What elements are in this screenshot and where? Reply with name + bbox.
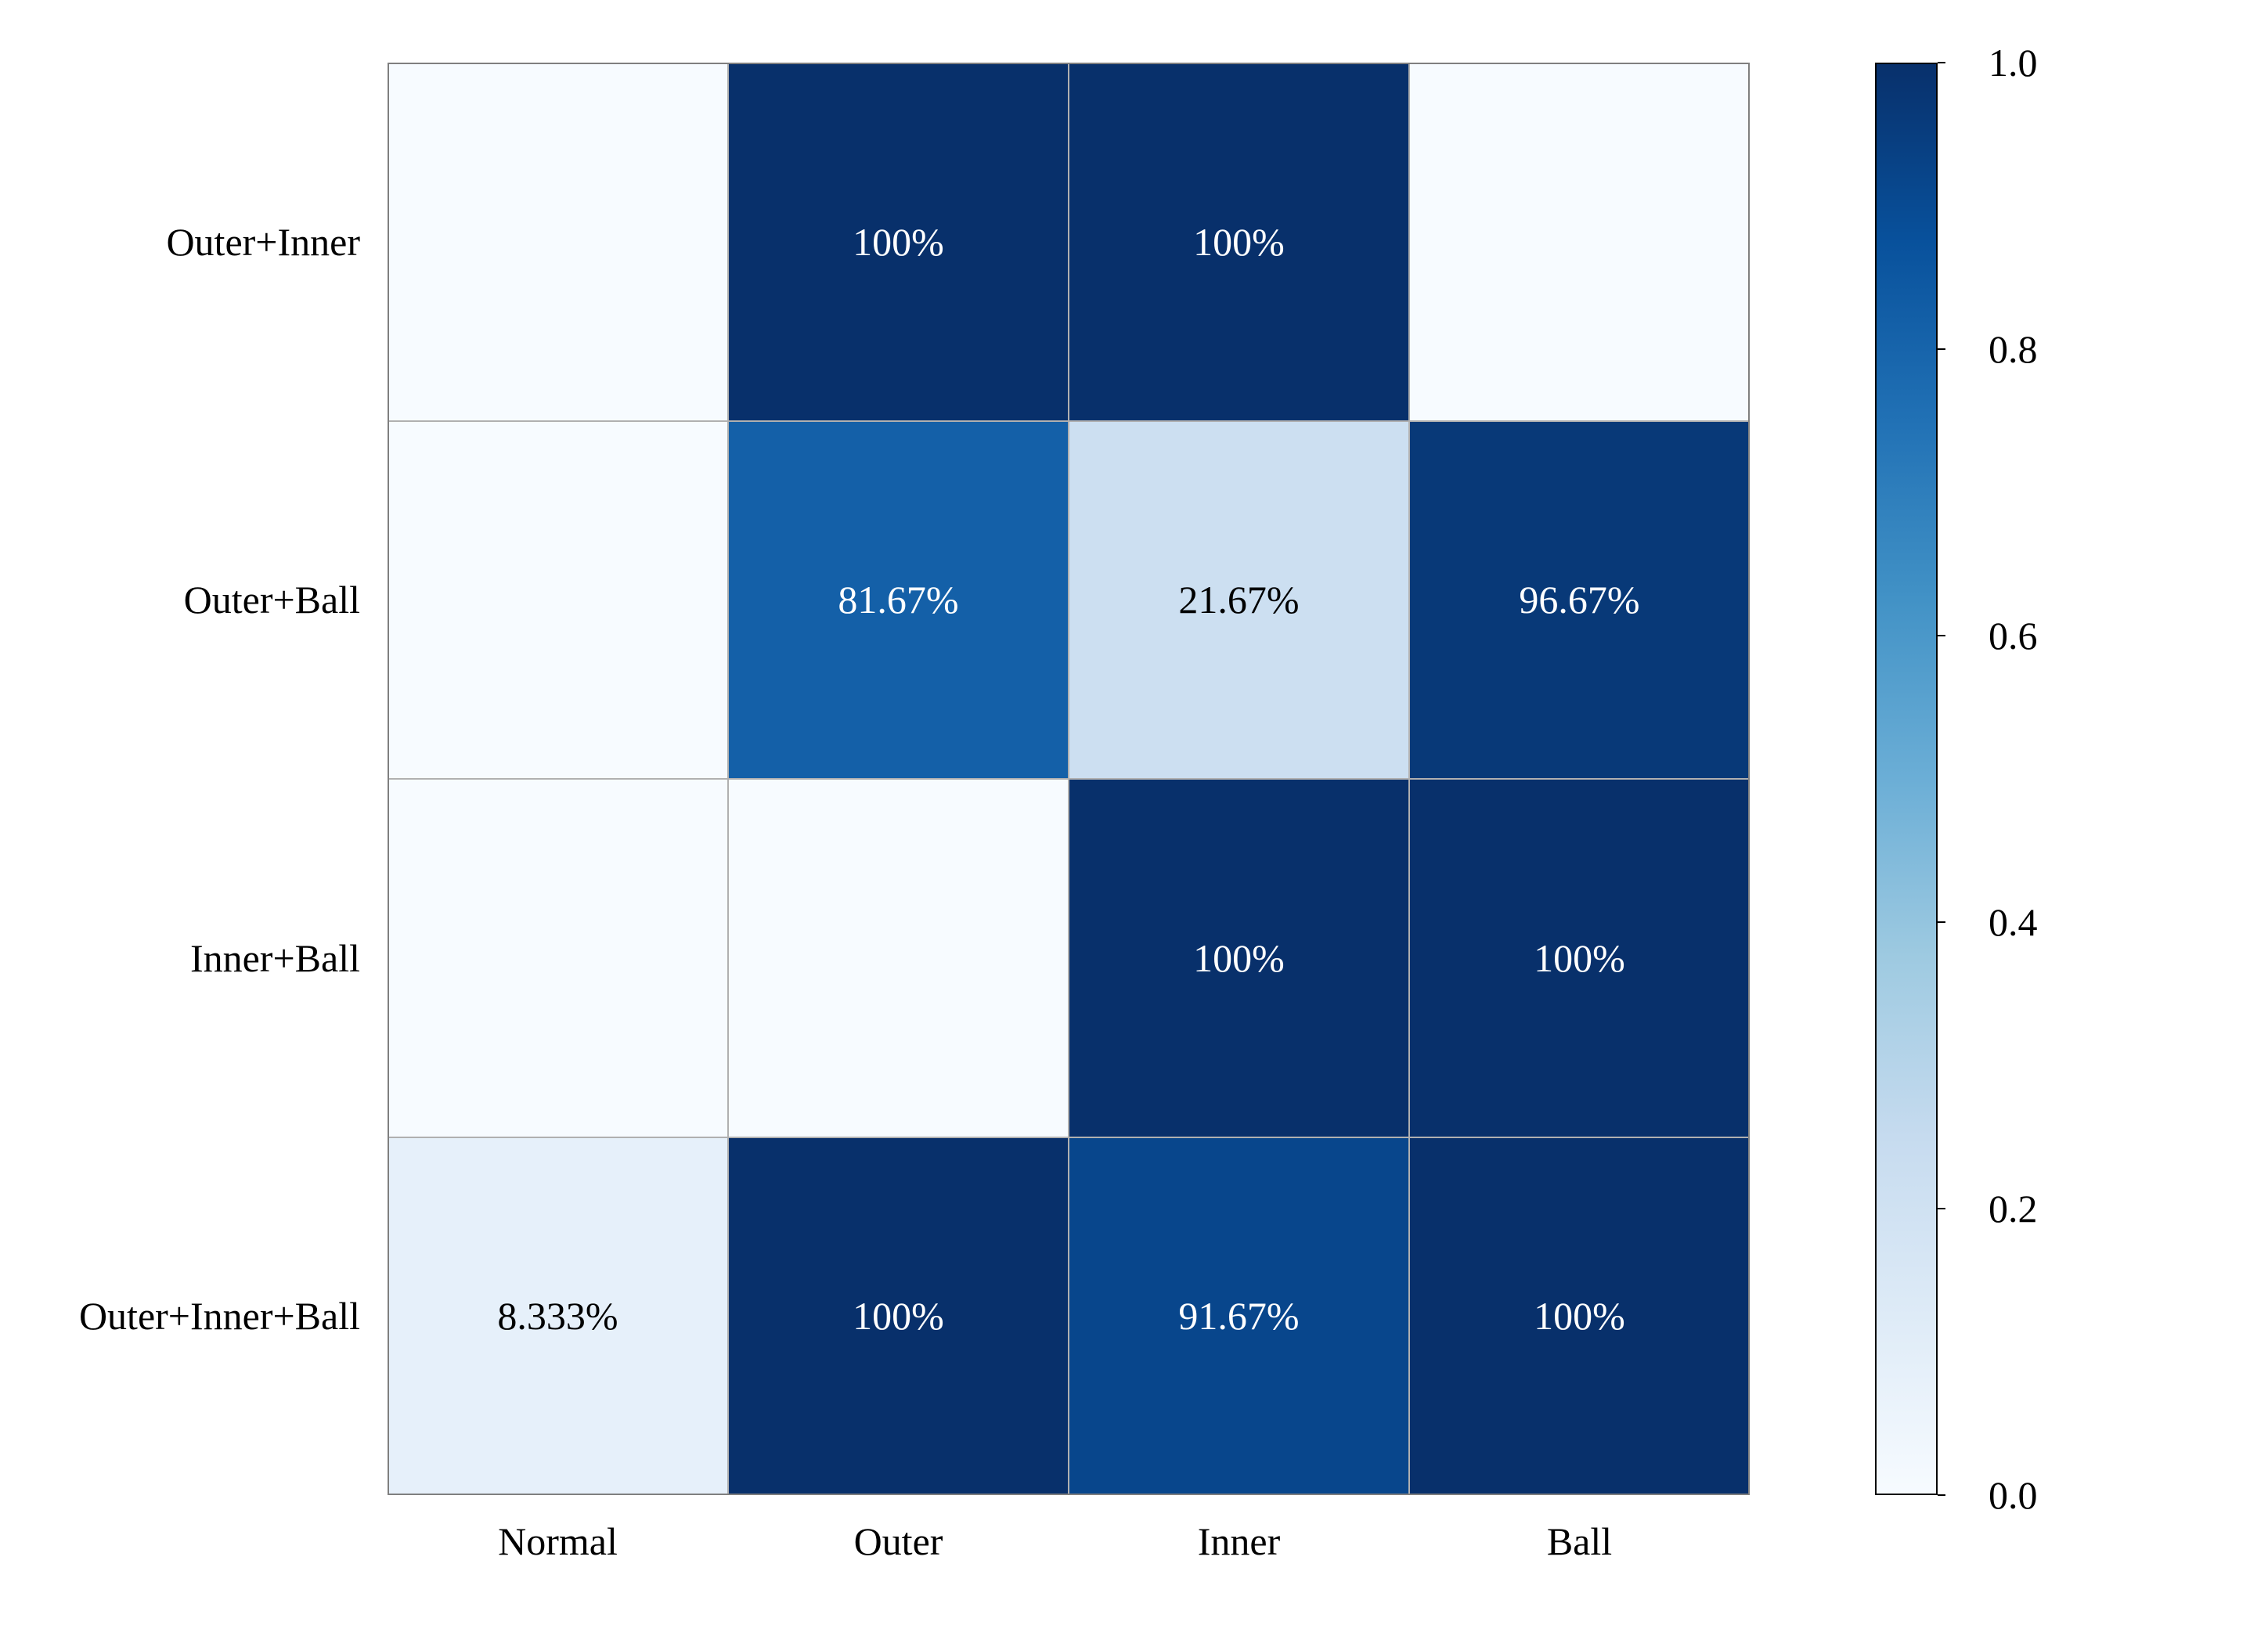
colorbar-tick-mark (1938, 921, 1945, 923)
heatmap: 100%100%81.67%21.67%96.67%100%100%8.333%… (388, 63, 1750, 1495)
heatmap-row: 8.333%100%91.67%100% (388, 1137, 1750, 1496)
heatmap-cell: 100% (728, 63, 1069, 421)
heatmap-cell (388, 421, 728, 780)
heatmap-cell: 91.67% (1069, 1137, 1409, 1496)
x-tick-label: Ball (1547, 1519, 1612, 1564)
figure: 100%100%81.67%21.67%96.67%100%100%8.333%… (0, 0, 2268, 1636)
heatmap-cell: 8.333% (388, 1137, 728, 1496)
y-tick-label: Outer+Inner+Ball (79, 1293, 360, 1339)
colorbar-tick-mark (1938, 348, 1945, 350)
x-tick-label: Normal (498, 1519, 618, 1564)
x-tick-label: Outer (854, 1519, 943, 1564)
colorbar-tick-label: 1.0 (1989, 40, 2038, 85)
y-tick-label: Outer+Inner (166, 219, 360, 265)
y-tick-label: Inner+Ball (190, 935, 360, 981)
colorbar-tick-mark (1938, 1494, 1945, 1496)
colorbar-tick-mark (1938, 635, 1945, 636)
colorbar-tick-label: 0.8 (1989, 326, 2038, 372)
heatmap-cell: 100% (1069, 63, 1409, 421)
colorbar-tick-label: 0.2 (1989, 1186, 2038, 1231)
x-tick-label: Inner (1198, 1519, 1281, 1564)
colorbar-tick-mark (1938, 62, 1945, 63)
colorbar (1875, 63, 1938, 1495)
y-tick-label: Outer+Ball (184, 577, 360, 622)
heatmap-row: 100%100% (388, 779, 1750, 1137)
heatmap-cell: 96.67% (1409, 421, 1750, 780)
heatmap-cell (1409, 63, 1750, 421)
heatmap-cell (388, 63, 728, 421)
colorbar-tick-label: 0.4 (1989, 899, 2038, 945)
colorbar-tick-label: 0.0 (1989, 1472, 2038, 1518)
heatmap-cell: 100% (1409, 779, 1750, 1137)
heatmap-cell: 100% (1069, 779, 1409, 1137)
colorbar-tick-label: 0.6 (1989, 613, 2038, 658)
heatmap-cell (728, 779, 1069, 1137)
heatmap-cell: 81.67% (728, 421, 1069, 780)
heatmap-cell: 100% (1409, 1137, 1750, 1496)
heatmap-cell: 100% (728, 1137, 1069, 1496)
heatmap-cell (388, 779, 728, 1137)
colorbar-tick-mark (1938, 1208, 1945, 1209)
heatmap-cell: 21.67% (1069, 421, 1409, 780)
heatmap-row: 100%100% (388, 63, 1750, 421)
heatmap-row: 81.67%21.67%96.67% (388, 421, 1750, 780)
